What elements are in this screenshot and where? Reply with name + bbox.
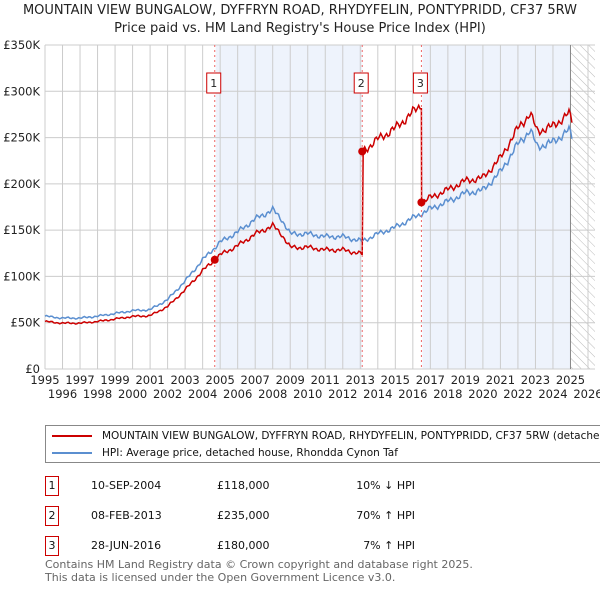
x-tick-label: 2019 [451, 373, 480, 387]
legend-swatch-red [52, 435, 92, 437]
sale-badge: 2 [45, 506, 59, 526]
hpi-line [44, 123, 573, 320]
sale-label-box [353, 72, 369, 94]
x-tick-label: 2012 [328, 387, 357, 401]
y-tick-label: £300K [3, 84, 40, 98]
y-tick-label: £250K [3, 131, 40, 145]
x-tick-label: 1999 [100, 373, 129, 387]
x-tick-label: 2020 [468, 387, 497, 401]
sale-price: £180,000 [217, 539, 270, 552]
legend-label: MOUNTAIN VIEW BUNGALOW, DYFFRYN ROAD, RH… [102, 430, 600, 442]
legend-swatch-blue [52, 452, 92, 454]
x-tick-label: 2007 [241, 373, 270, 387]
legend-item-hpi: HPI: Average price, detached house, Rhon… [52, 445, 398, 461]
sale-label-box [412, 72, 428, 94]
x-tick-label: 2017 [416, 373, 445, 387]
sale-hpi-diff: 7% ↑ HPI [363, 539, 415, 552]
shaded-period-3 [422, 45, 571, 369]
x-tick-label: 2005 [206, 373, 235, 387]
x-tick-label: 2025 [556, 373, 585, 387]
sale-point [417, 198, 426, 207]
y-tick-label: £200K [3, 177, 40, 191]
sale-label: 1 [210, 77, 217, 90]
legend-label: HPI: Average price, detached house, Rhon… [102, 447, 398, 459]
x-tick-label: 1997 [65, 373, 94, 387]
legend-item-property: MOUNTAIN VIEW BUNGALOW, DYFFRYN ROAD, RH… [52, 428, 600, 444]
sale-label: 2 [358, 77, 365, 90]
price-paid-line [44, 103, 573, 325]
y-tick-label: £100K [3, 269, 40, 283]
y-tick-label: £50K [11, 316, 41, 330]
x-tick-label: 2001 [135, 373, 164, 387]
x-tick-label: 2021 [486, 373, 515, 387]
sale-point [210, 255, 219, 264]
sale-point [358, 147, 367, 156]
sale-row: 2 08-FEB-2013 £235,000 70% ↑ HPI [45, 506, 445, 526]
y-tick-label: £150K [3, 223, 40, 237]
forecast-hatch [570, 45, 595, 369]
shaded-period-1 [215, 45, 363, 369]
x-tick-label: 1996 [48, 387, 77, 401]
sale-price: £235,000 [217, 509, 270, 522]
x-tick-label: 2013 [346, 373, 375, 387]
x-tick-label: 2016 [398, 387, 427, 401]
footer-copyright: Contains HM Land Registry data © Crown c… [45, 558, 473, 571]
sale-badge: 1 [45, 476, 59, 496]
x-tick-label: 2004 [188, 387, 217, 401]
sale-row: 1 10-SEP-2004 £118,000 10% ↓ HPI [45, 476, 445, 496]
footer-licence: This data is licensed under the Open Gov… [45, 571, 396, 584]
x-tick-label: 2015 [381, 373, 410, 387]
sale-label: 3 [417, 77, 424, 90]
sale-date: 28-JUN-2016 [91, 539, 162, 552]
x-tick-label: 2018 [433, 387, 462, 401]
x-tick-label: 2009 [276, 373, 305, 387]
plot-area: £0 £50K £100K £150K £200K £250K £300K £350K 1995… [3, 38, 600, 401]
x-tick-label: 2022 [503, 387, 532, 401]
sale-hpi-diff: 70% ↑ HPI [356, 509, 415, 522]
y-tick-label: £0 [25, 362, 40, 376]
x-tick-label: 2006 [223, 387, 252, 401]
x-tick-label: 1995 [30, 373, 59, 387]
x-tick-label: 2008 [258, 387, 287, 401]
sale-badge: 3 [45, 536, 59, 556]
legend: MOUNTAIN VIEW BUNGALOW, DYFFRYN ROAD, RH… [45, 425, 600, 463]
sale-price: £118,000 [217, 479, 270, 492]
x-tick-label: 2000 [118, 387, 147, 401]
chart-subtitle: Price paid vs. HM Land Registry's House … [114, 21, 486, 36]
sale-date: 10-SEP-2004 [91, 479, 162, 492]
sale-hpi-diff: 10% ↓ HPI [356, 479, 415, 492]
x-tick-label: 2023 [521, 373, 550, 387]
x-tick-label: 2014 [363, 387, 392, 401]
sale-label-box [206, 72, 222, 94]
sale-row: 3 28-JUN-2016 £180,000 7% ↑ HPI [45, 536, 445, 556]
x-tick-label: 2010 [293, 387, 322, 401]
chart-title: MOUNTAIN VIEW BUNGALOW, DYFFRYN ROAD, RH… [22, 3, 578, 18]
x-tick-label: 2002 [153, 387, 182, 401]
x-tick-label: 2003 [170, 373, 199, 387]
x-tick-label: 2024 [538, 387, 567, 401]
x-tick-label: 2011 [311, 373, 340, 387]
sale-date: 08-FEB-2013 [91, 509, 162, 522]
y-tick-label: £350K [3, 38, 40, 52]
x-tick-label: 1998 [83, 387, 112, 401]
x-tick-label: 2026 [573, 387, 600, 401]
